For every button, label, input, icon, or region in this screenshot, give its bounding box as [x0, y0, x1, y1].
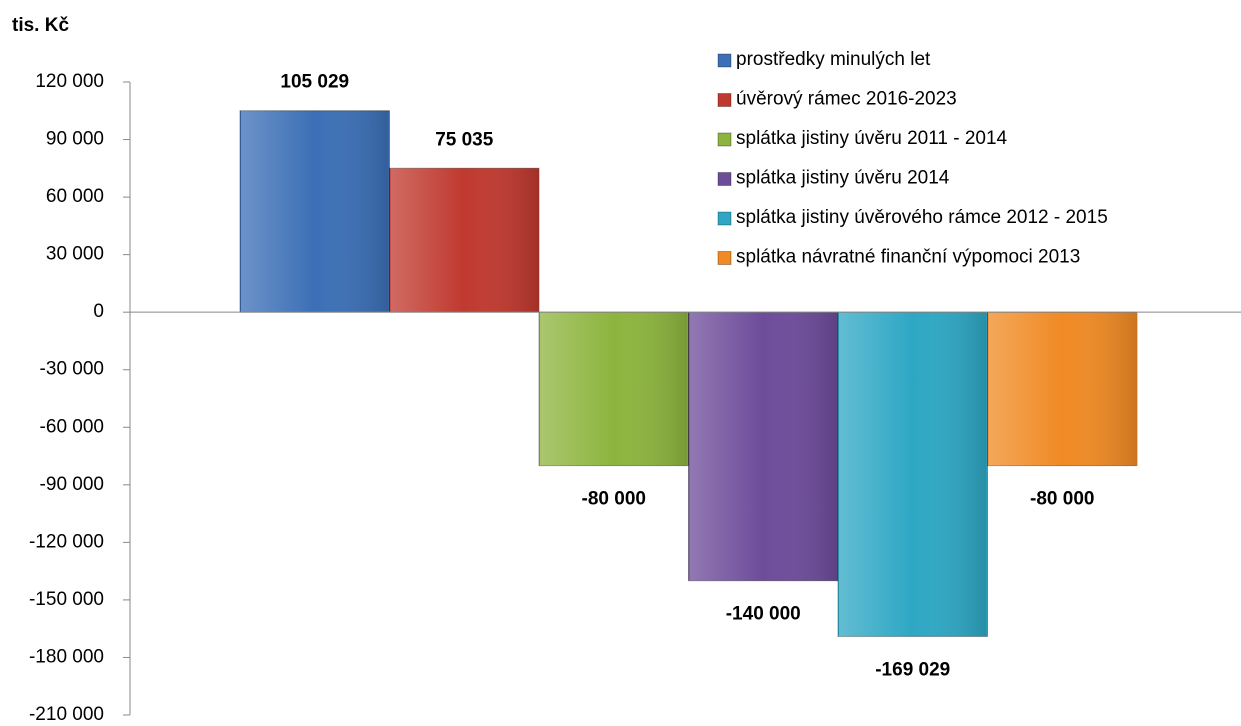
legend-label: splátka návratné finanční výpomoci 2013 — [736, 247, 1080, 268]
bar-shine — [241, 110, 389, 313]
y-tick-label: 60 000 — [46, 186, 104, 207]
legend-label: úvěrový rámec 2016-2023 — [736, 89, 957, 110]
y-tick-label: 0 — [93, 301, 104, 322]
y-tick-label: -210 000 — [29, 704, 104, 725]
bar-shine — [988, 312, 1136, 466]
y-tick-label: 120 000 — [35, 71, 104, 92]
legend-label: splátka jistiny úvěru 2011 - 2014 — [736, 128, 1008, 149]
data-label: 75 035 — [435, 129, 494, 150]
bar-shine — [839, 312, 987, 637]
legend-swatch — [717, 53, 732, 68]
y-tick-label: -120 000 — [29, 531, 104, 552]
legend-swatch — [717, 211, 732, 226]
legend-swatch — [717, 251, 732, 265]
y-tick-label: 30 000 — [46, 244, 104, 265]
legend-label: splátka jistiny úvěrového rámce 2012 - 2… — [736, 207, 1108, 228]
legend-swatch — [717, 132, 732, 147]
data-label: 105 029 — [280, 72, 349, 93]
y-tick-label: 90 000 — [46, 129, 104, 150]
data-label: -169 029 — [875, 659, 950, 680]
y-tick-label: -180 000 — [29, 646, 104, 667]
bar-shine — [540, 312, 688, 466]
legend-swatch — [717, 93, 732, 107]
legend-swatch — [717, 172, 732, 186]
data-label: -140 000 — [726, 604, 801, 625]
legend-label: splátka jistiny úvěru 2014 — [736, 168, 950, 189]
y-tick-label: -90 000 — [40, 474, 104, 495]
y-axis-label: tis. Kč — [12, 15, 69, 36]
y-tick-label: -30 000 — [40, 359, 104, 380]
bar-shine — [689, 312, 837, 581]
y-tick-label: -150 000 — [29, 589, 104, 610]
legend-label: prostředky minulých let — [736, 49, 931, 70]
bar-shine — [390, 168, 538, 313]
y-tick-label: -60 000 — [40, 416, 104, 437]
data-label: -80 000 — [582, 489, 646, 510]
data-label: -80 000 — [1030, 489, 1094, 510]
